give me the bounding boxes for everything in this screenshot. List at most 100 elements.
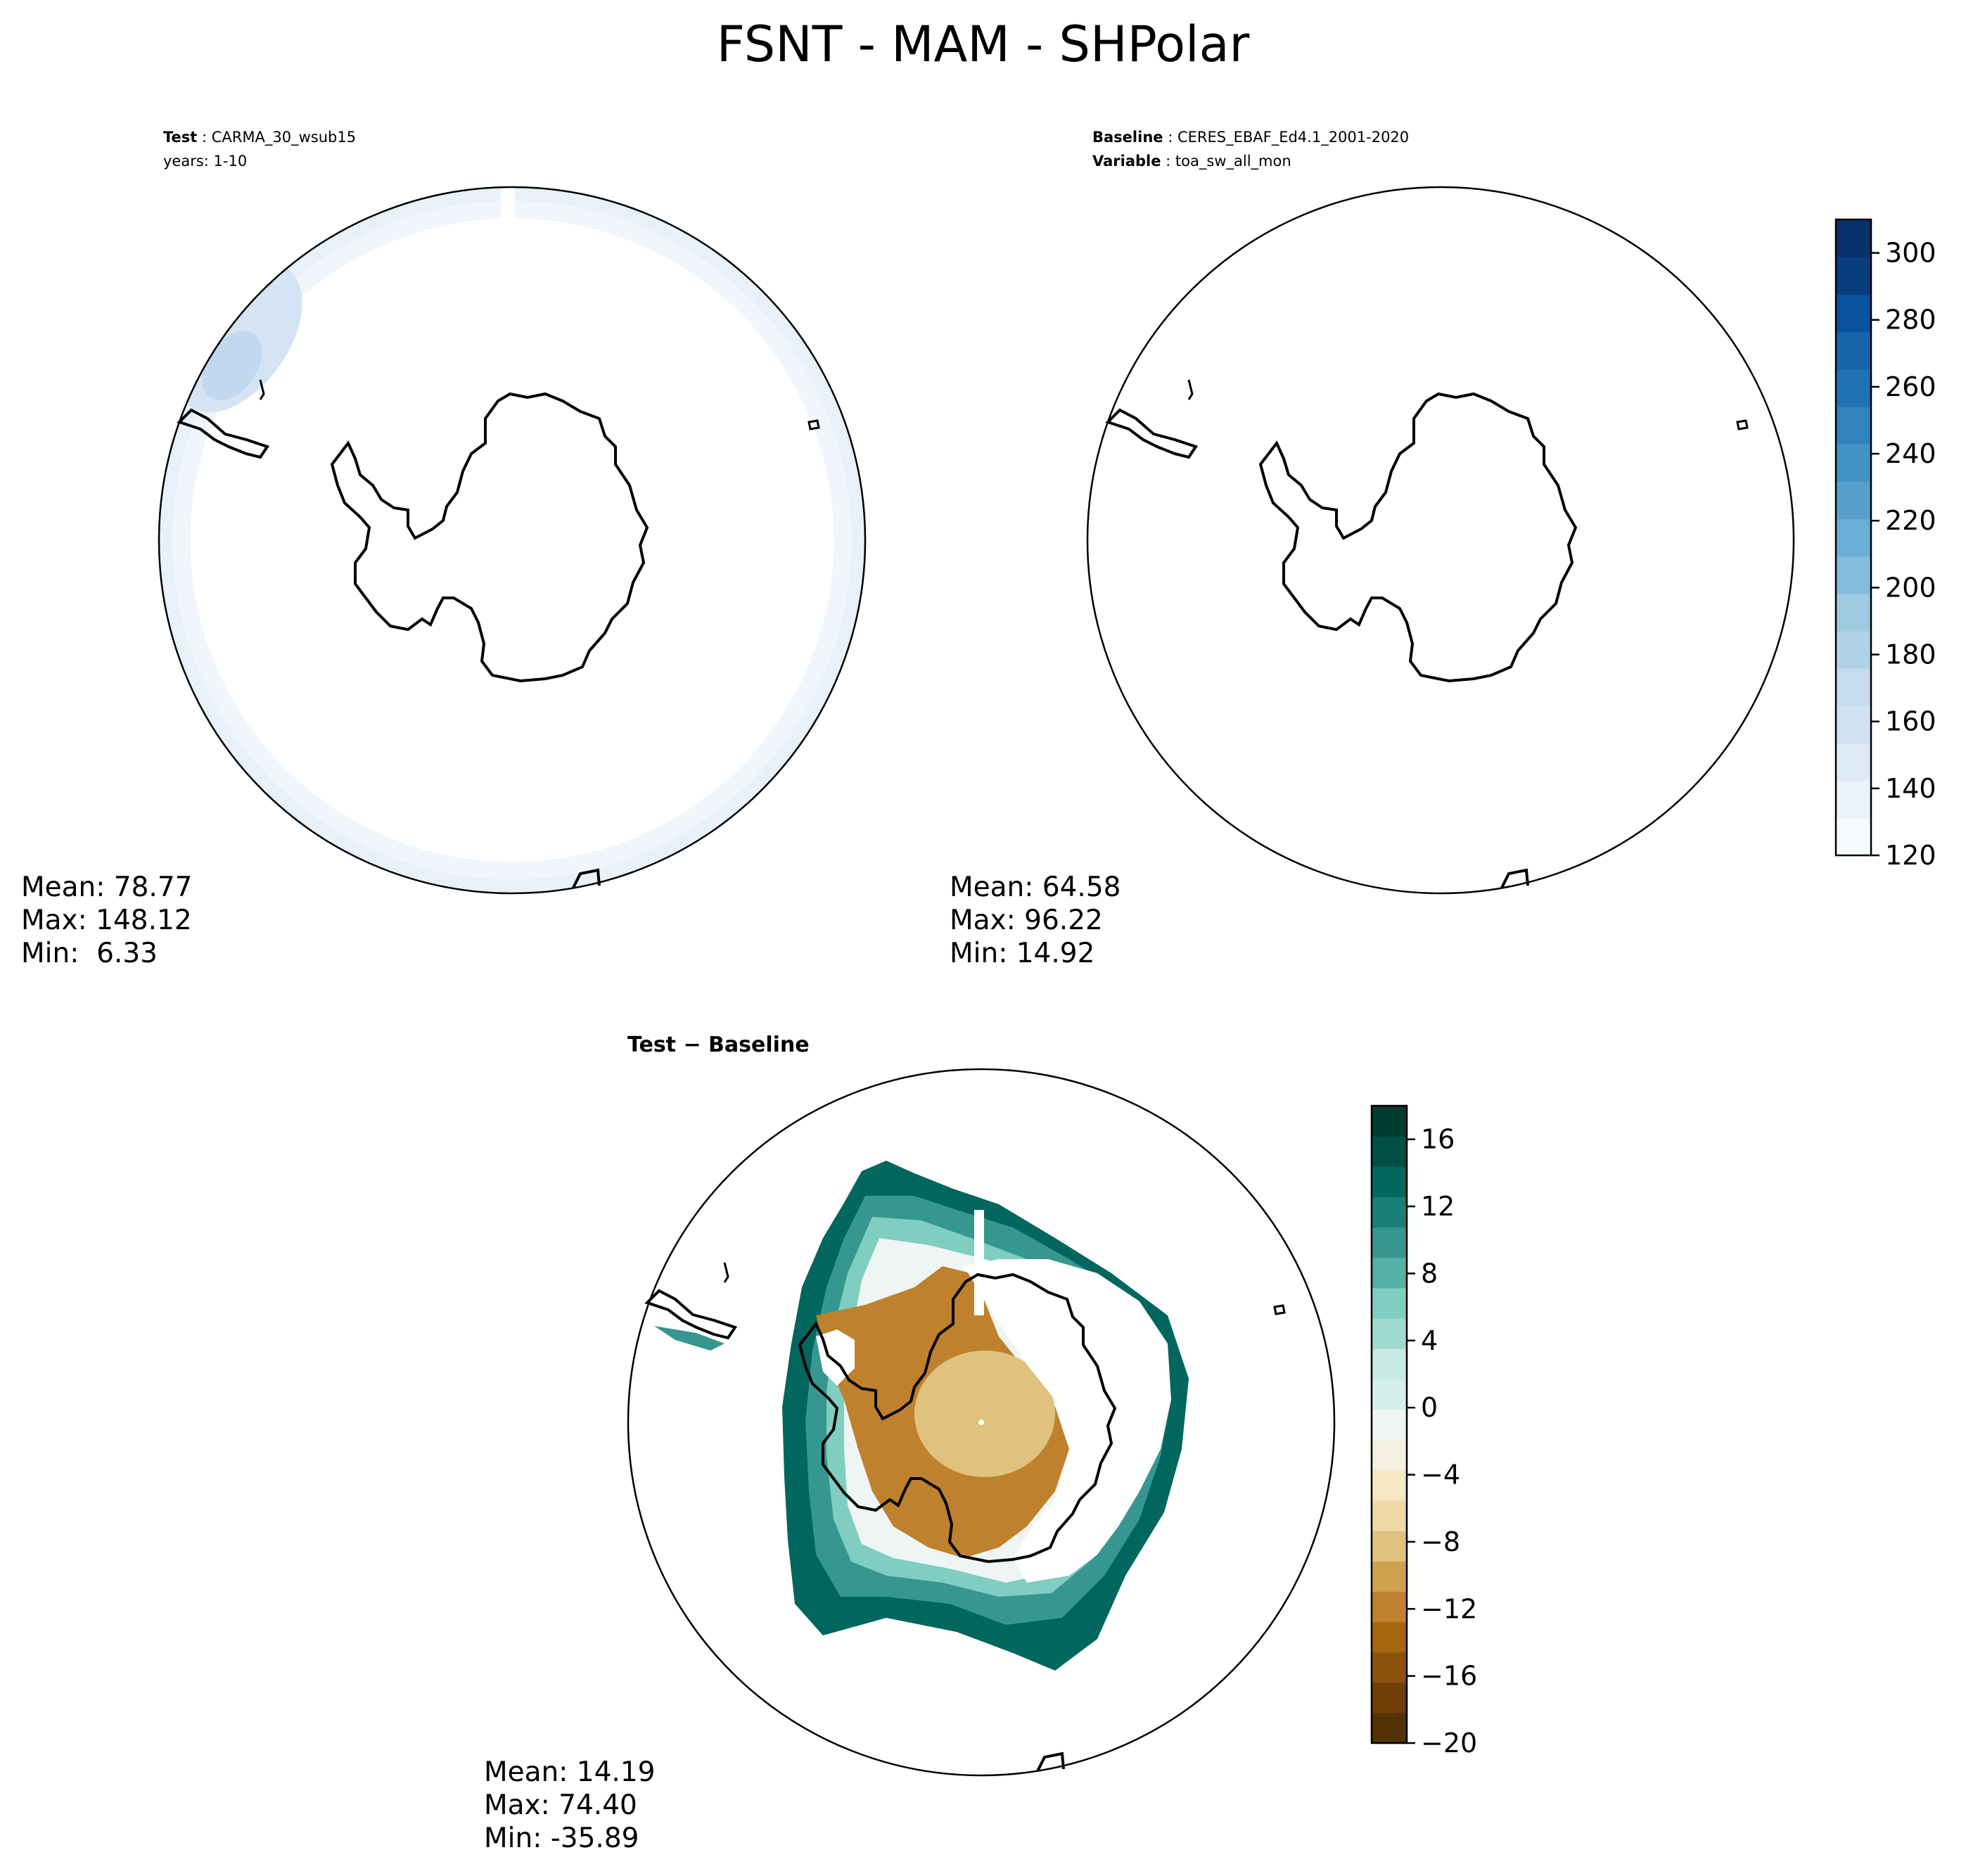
diff-field-gap xyxy=(974,1210,984,1315)
baseline-island-west xyxy=(1187,379,1194,400)
colorbar-top-level-7 xyxy=(1836,556,1871,594)
colorbar-top-level-2 xyxy=(1836,743,1871,781)
colorbar-top-level-0 xyxy=(1836,817,1871,856)
test-stats: Mean: 78.77 Max: 148.12 Min: 6.33 xyxy=(21,871,192,970)
colorbar-top-level-4 xyxy=(1836,668,1871,706)
baseline-min: Min: 14.92 xyxy=(950,938,1095,969)
diff-island-east xyxy=(1273,1304,1286,1315)
test-label: Test : CARMA_30_wsub15 xyxy=(163,129,357,146)
test-map-boundary xyxy=(158,186,867,895)
colorbar-diff-frame xyxy=(1370,1104,1408,1744)
colorbar-diff-level-8 xyxy=(1372,1469,1407,1501)
baseline-label-key: Baseline xyxy=(1092,129,1163,146)
colorbar-top-tick-label: 260 xyxy=(1885,371,1936,402)
test-island-south xyxy=(572,868,601,888)
colorbar-diff-level-3 xyxy=(1372,1621,1407,1653)
diff-ice-shelf-gap xyxy=(964,1259,1171,1583)
test-field-patch-west-dark xyxy=(202,331,262,401)
colorbar-diff-tick-label: 16 xyxy=(1421,1124,1455,1155)
colorbar-top-level-11 xyxy=(1836,406,1871,445)
colorbar-diff-level-2 xyxy=(1372,1652,1407,1683)
diff-title: Test − Baseline xyxy=(627,1033,810,1057)
colorbar-top-tick-label: 300 xyxy=(1885,238,1936,269)
baseline-max: Max: 96.22 xyxy=(950,905,1103,936)
diff-pole-marker xyxy=(978,1419,984,1425)
colorbar-top-tick-label: 200 xyxy=(1885,572,1936,603)
colorbar-diff-tick-label: −12 xyxy=(1421,1593,1477,1624)
colorbar-diff-tick-label: 8 xyxy=(1421,1258,1438,1289)
baseline-mean: Mean: 64.58 xyxy=(950,872,1121,903)
colorbar-diff-level-12 xyxy=(1372,1348,1407,1379)
colorbar-top-tick-label: 240 xyxy=(1885,438,1936,469)
colorbar-top-level-9 xyxy=(1836,481,1871,520)
baseline-island-east xyxy=(1736,419,1749,430)
test-max: Max: 148.12 xyxy=(21,905,192,936)
colorbar-diff-level-11 xyxy=(1372,1379,1407,1410)
test-island-east xyxy=(808,419,820,430)
colorbar-diff-level-10 xyxy=(1372,1409,1407,1441)
test-island-west xyxy=(259,379,265,400)
baseline-variable: Variable : toa_sw_all_mon xyxy=(1092,153,1291,170)
diff-map xyxy=(627,1068,1336,1777)
colorbar-diff-level-19 xyxy=(1372,1136,1407,1167)
colorbar-top-tick-label: 160 xyxy=(1885,706,1936,737)
colorbar-top: 120 140 160 180 200 220 240 260 280 300 xyxy=(1834,218,1936,871)
colorbar-diff-tick-label: 12 xyxy=(1421,1191,1455,1222)
test-years: years: 1-10 xyxy=(163,153,248,170)
colorbar-diff-tick-label: −4 xyxy=(1421,1460,1460,1491)
colorbar-diff-tick-label: −20 xyxy=(1421,1728,1477,1759)
test-min: Min: 6.33 xyxy=(21,938,158,969)
colorbar-top-tick-label: 280 xyxy=(1885,305,1936,336)
colorbar-diff-tick-label: 0 xyxy=(1421,1392,1438,1423)
colorbar-diff-level-6 xyxy=(1372,1531,1407,1562)
colorbar-diff: −20 −16 −12 −8 −4 0 4 8 12 16 xyxy=(1370,1104,1477,1759)
colorbar-top-level-3 xyxy=(1836,706,1871,744)
diff-island-south xyxy=(1036,1751,1065,1772)
colorbar-diff-level-18 xyxy=(1372,1166,1407,1198)
colorbar-diff-level-4 xyxy=(1372,1591,1407,1623)
colorbar-diff-level-9 xyxy=(1372,1439,1407,1471)
colorbar-top-frame xyxy=(1834,218,1872,857)
baseline-variable-value: toa_sw_all_mon xyxy=(1175,153,1291,170)
colorbar-top-level-1 xyxy=(1836,780,1871,819)
diff-stats: Mean: 14.19 Max: 74.40 Min: -35.89 xyxy=(484,1756,655,1855)
colorbar-top-tick-label: 220 xyxy=(1885,505,1936,536)
test-field-gap xyxy=(501,187,515,229)
colorbar-top-tick-label: 140 xyxy=(1885,773,1936,804)
diff-island-west xyxy=(723,1262,729,1283)
diff-south-america-field xyxy=(654,1326,725,1351)
baseline-map xyxy=(1086,186,1795,895)
test-label-value: CARMA_30_wsub15 xyxy=(211,129,357,146)
colorbar-diff-level-1 xyxy=(1372,1682,1407,1714)
figure-title: FSNT - MAM - SHPolar xyxy=(716,15,1250,73)
colorbar-top-level-12 xyxy=(1836,369,1871,407)
colorbar-diff-level-5 xyxy=(1372,1561,1407,1592)
test-map-field xyxy=(159,187,865,893)
diff-min: Min: -35.89 xyxy=(484,1823,639,1854)
colorbar-diff-level-14 xyxy=(1372,1287,1407,1319)
baseline-map-boundary xyxy=(1086,186,1795,895)
colorbar-top-tick-label: 180 xyxy=(1885,639,1936,670)
colorbar-diff-level-0 xyxy=(1372,1712,1407,1744)
colorbar-diff-level-20 xyxy=(1372,1106,1407,1137)
baseline-label: Baseline : CERES_EBAF_Ed4.1_2001-2020 xyxy=(1092,129,1410,146)
test-map-background xyxy=(159,187,865,893)
colorbar-top-level-14 xyxy=(1836,294,1871,333)
colorbar-diff-level-7 xyxy=(1372,1500,1407,1531)
test-label-key: Test xyxy=(163,129,198,146)
baseline-island-south xyxy=(1500,868,1529,888)
diff-core xyxy=(914,1351,1055,1477)
colorbar-diff-level-17 xyxy=(1372,1197,1407,1228)
colorbar-top-level-8 xyxy=(1836,518,1871,557)
colorbar-top-level-10 xyxy=(1836,444,1871,482)
colorbar-top-level-5 xyxy=(1836,630,1871,669)
colorbar-diff-level-15 xyxy=(1372,1257,1407,1289)
baseline-stats: Mean: 64.58 Max: 96.22 Min: 14.92 xyxy=(950,871,1121,970)
diff-map-boundary xyxy=(627,1068,1336,1777)
baseline-variable-key: Variable xyxy=(1092,153,1161,170)
colorbar-diff-tick-label: −16 xyxy=(1421,1661,1477,1692)
diff-mean: Mean: 14.19 xyxy=(484,1756,656,1788)
colorbar-top-level-16 xyxy=(1836,219,1871,257)
